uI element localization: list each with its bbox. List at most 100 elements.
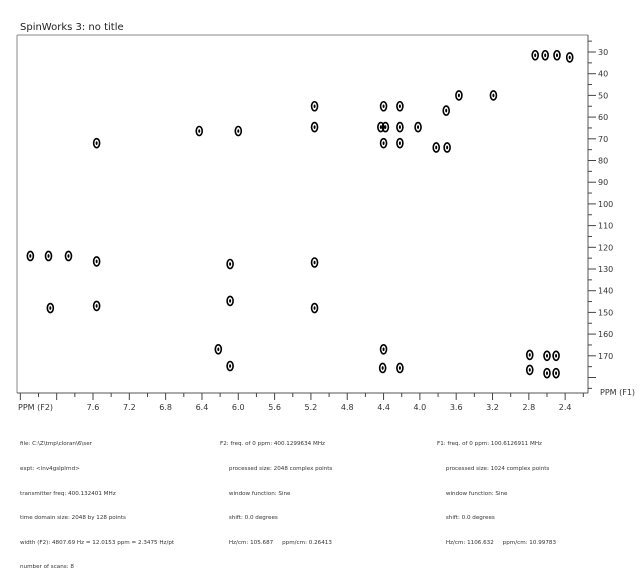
contour-peak [543,350,551,362]
y-tick-label: 40 [598,70,608,79]
x-tick-label: 6.8 [159,403,172,412]
contour-peak [543,367,551,379]
contour-peak [379,343,388,355]
info-line: Hz/cm: 1106.632 ppm/cm: 10.99783 [437,539,556,546]
contour-peak [455,90,463,101]
contour-peak [565,52,574,63]
x-tick-label: 3.2 [486,403,499,412]
x-tick-label: 4.4 [377,403,390,412]
y-tick-label: 150 [598,308,613,317]
info-line: shift: 0.0 degrees [220,515,278,522]
contour-peak-core [381,366,384,370]
info-line: window function: Sine [437,490,508,497]
contour-peak-core [546,371,548,375]
contour-peak [92,256,101,267]
y-axis-label: PPM (F1) [600,388,635,397]
contour-peak-core [237,129,240,133]
contour-peak [226,360,234,372]
contour-peak-core [313,104,316,109]
y-tick-label: 110 [598,222,613,231]
contour-peak-core [47,254,50,258]
contour-peak-core [95,304,98,308]
contour-peak [64,250,73,262]
contour-peak-core [398,366,401,370]
contour-peak-core [384,125,387,129]
f2-info: F2: freq. of 0 ppm: 400.1299634 MHz proc… [220,424,332,555]
contour-peak-core [49,306,52,310]
contour-peak [396,100,404,112]
contour-peak-core [313,260,316,265]
y-tick-label: 90 [598,178,608,187]
info-line: processed size: 2048 complex points [220,466,333,472]
contour-peak-core [382,141,385,145]
contour-peak-core [67,254,70,258]
x-tick-label: 6.4 [196,403,209,412]
contour-peak-core [229,364,232,368]
y-tick-label: 50 [598,91,608,100]
x-tick-label: 5.6 [268,403,281,412]
contour-peak-core [435,145,438,150]
contour-peak [310,257,319,268]
contour-peak-core [555,53,558,58]
contour-peak-core [528,353,531,357]
contour-peak [214,343,223,355]
info-line: window function: Sine [220,490,291,497]
contour-peak-core [398,104,401,109]
info-line: time domain size: 2048 by 128 points [20,515,126,522]
contour-peak-core [445,108,448,113]
info-line: number of scans: 8 [20,564,74,571]
contour-peak [531,49,539,61]
x-tick-label: 7.2 [123,403,136,412]
contour-peak [44,250,53,262]
contour-peak [396,362,404,374]
contour-peak-core [217,347,220,352]
contour-peak [525,364,534,376]
contour-peak [432,142,441,153]
contour-peak [92,300,101,312]
x-tick-label: 3.6 [450,403,463,412]
contour-peak [378,362,387,374]
contour-peak [396,137,404,149]
contour-peak-core [229,299,232,303]
contour-peak-core [555,371,558,375]
x-tick-label: 5.2 [305,403,318,412]
info-line: shift: 0.0 degrees [437,515,495,522]
contour-peak [489,90,498,101]
contour-plot[interactable]: 7.6 7.2 6.8 6.4 6.0 5.6 5.2 4.8 4.4 4.0 3.6 3.2 2.8 2… [0,0,640,420]
contour-peak-core [568,55,571,60]
contour-peak-core [313,125,316,129]
contour-peak-core [379,125,382,129]
f1-info: F1: freq. of 0 ppm: 100.6126911 MHz proc… [437,424,556,555]
y-tick-label: 70 [598,135,608,144]
contour-peak [310,302,319,314]
contour-peak [310,121,319,133]
contour-peak [396,121,404,133]
contour-peak [552,367,560,379]
contour-peak-core [528,368,531,372]
contour-peak-core [313,306,316,310]
info-line: Hz/cm: 105.687 ppm/cm: 0.26413 [220,539,332,546]
contour-peak-core [492,93,495,98]
contour-peak-core [544,53,547,58]
x-axis-label: PPM (F2) [18,403,53,412]
contour-peak [92,137,101,149]
contour-peak [414,121,422,133]
contour-peak-core [95,141,98,145]
contour-peak [195,125,204,137]
info-line: file: C:\Z\tmp\cloran\6\ser [20,441,92,448]
contour-peak [443,142,451,153]
contour-peak [226,295,234,307]
x-tick-label: 2.8 [522,403,535,412]
contour-peak [553,49,561,61]
y-tick-label: 60 [598,113,608,122]
contour-peak [525,349,534,361]
info-line: transmitter freq: 400.132401 MHz [20,490,116,497]
info-line: processed size: 1024 complex points [437,466,550,472]
contour-peak-core [198,129,201,133]
contour-peak-core [534,53,537,58]
y-tick-label: 170 [598,352,613,361]
contour-peak-core [398,141,401,145]
x-tick-label: 4.0 [414,403,427,412]
contour-peak-core [446,145,449,150]
contour-peak-core [382,104,385,109]
